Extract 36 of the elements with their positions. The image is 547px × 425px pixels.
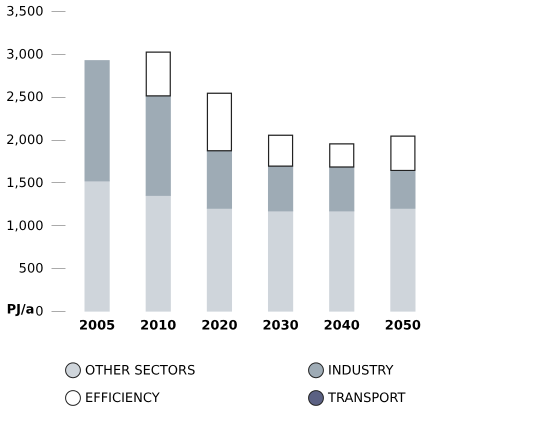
bar [329, 210, 354, 312]
y-tick-label: 3,500 [6, 4, 44, 20]
x-tick-label: 2020 [201, 318, 238, 334]
legend-label: INDUSTRY [328, 363, 394, 378]
y-tick-label: 2,500 [6, 90, 44, 106]
y-tick-label: 3,000 [6, 47, 44, 62]
x-tick-label: 2050 [384, 318, 421, 334]
legend-label: EFFICIENCY [85, 391, 160, 406]
bar [329, 143, 354, 168]
bar [146, 194, 171, 312]
bar [84, 60, 110, 182]
x-tick-label: 2005 [79, 318, 116, 334]
x-tick-label: 2030 [262, 318, 299, 334]
bar [268, 166, 294, 212]
x-tick-label: 2010 [140, 318, 176, 334]
legend-label: TRANSPORT [327, 391, 406, 406]
y-axis-title: PJ/a [6, 302, 34, 318]
bar [206, 92, 232, 152]
bar [146, 95, 171, 196]
bar [268, 210, 294, 312]
bar [146, 52, 171, 96]
y-tick-label: 2,000 [6, 133, 44, 148]
bar [206, 150, 232, 209]
x-tick-label: 2040 [324, 318, 360, 334]
y-tick-label: 500 [18, 262, 44, 277]
y-tick-label: 1,500 [6, 176, 44, 191]
bar [206, 208, 232, 312]
bar [390, 170, 416, 209]
y-tick-label: 0 [35, 304, 44, 320]
bar [390, 136, 416, 172]
bar [268, 134, 294, 167]
bar [329, 166, 354, 212]
legend-label: OTHER SECTORS [85, 363, 196, 378]
y-tick-label: 1,000 [6, 218, 44, 234]
bar [390, 208, 416, 312]
bar [84, 180, 110, 312]
